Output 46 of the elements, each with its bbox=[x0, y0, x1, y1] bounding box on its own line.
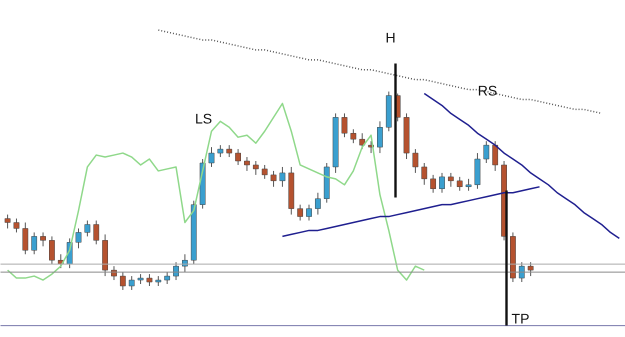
candlestick bbox=[4, 214, 10, 229]
candlestick bbox=[412, 148, 418, 174]
candlestick bbox=[76, 228, 82, 249]
candlestick bbox=[306, 204, 312, 222]
annotation: LS bbox=[194, 110, 212, 126]
candlestick bbox=[14, 218, 20, 233]
candlestick bbox=[377, 120, 383, 154]
candlestick bbox=[262, 164, 268, 180]
candlestick bbox=[138, 274, 144, 285]
candlestick bbox=[146, 274, 152, 286]
candlestick bbox=[466, 178, 472, 192]
candlestick bbox=[128, 276, 135, 290]
candlestick bbox=[483, 140, 490, 164]
candlestick bbox=[448, 172, 454, 188]
candlestick bbox=[226, 144, 232, 158]
candlestick bbox=[350, 128, 356, 144]
text: TP bbox=[512, 310, 530, 326]
candlestick bbox=[439, 172, 445, 194]
candlestick bbox=[314, 192, 321, 216]
candlestick bbox=[40, 232, 46, 247]
candlestick bbox=[244, 156, 250, 172]
candlestick bbox=[280, 166, 286, 188]
candlestick bbox=[49, 236, 55, 265]
candlestick bbox=[297, 204, 304, 222]
candlestick bbox=[270, 170, 276, 188]
candlestick bbox=[22, 222, 28, 255]
annotation: RS bbox=[478, 82, 498, 98]
candlestick bbox=[31, 232, 38, 255]
candlestick bbox=[235, 148, 241, 166]
candlestick bbox=[421, 162, 428, 186]
text: H bbox=[385, 30, 396, 46]
candlestick bbox=[430, 174, 436, 194]
candlestick bbox=[155, 276, 162, 286]
candlestick bbox=[217, 144, 224, 158]
candlestick bbox=[456, 176, 463, 192]
candlestick bbox=[164, 272, 170, 285]
candlestick bbox=[518, 262, 525, 283]
candlestick bbox=[528, 262, 534, 277]
candlestick bbox=[492, 140, 498, 172]
candlestick bbox=[252, 160, 259, 176]
candlestick bbox=[84, 220, 90, 237]
candlestick bbox=[173, 262, 179, 281]
candlestick bbox=[120, 272, 126, 290]
candlestick bbox=[342, 112, 348, 138]
candlestick bbox=[93, 220, 100, 245]
candlestick bbox=[208, 146, 214, 168]
